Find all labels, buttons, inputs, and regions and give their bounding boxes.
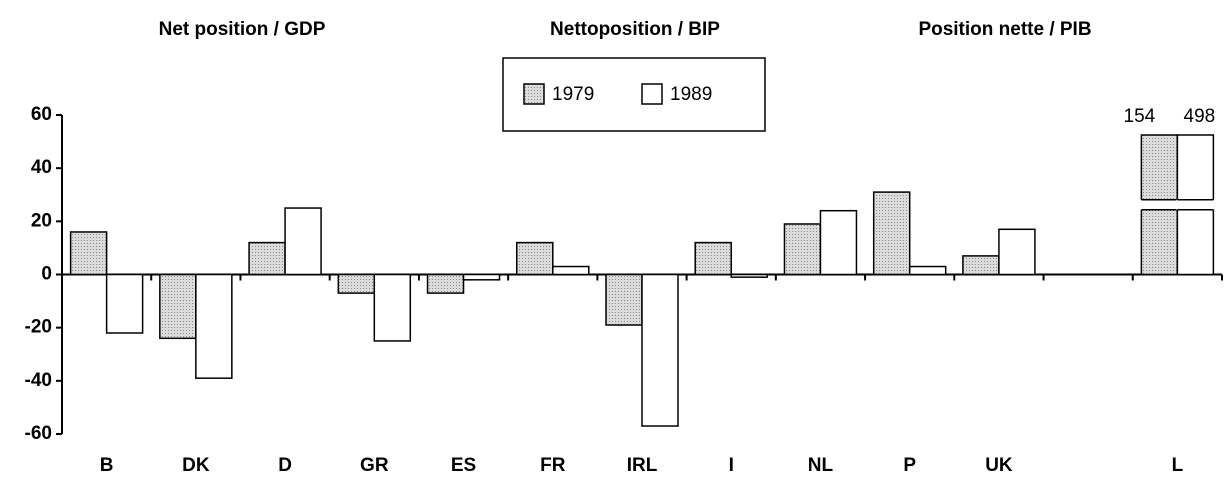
bar bbox=[694, 241, 732, 276]
bar bbox=[552, 265, 590, 276]
bar bbox=[426, 273, 465, 294]
bar bbox=[248, 241, 286, 276]
legend-swatch bbox=[523, 83, 545, 105]
bar bbox=[730, 273, 768, 278]
y-tick-label: 40 bbox=[31, 157, 52, 178]
bar bbox=[998, 228, 1036, 276]
x-tick-label: D bbox=[278, 455, 292, 476]
bar bbox=[69, 231, 108, 276]
y-tick-label: 0 bbox=[41, 264, 52, 285]
bar bbox=[516, 241, 554, 276]
x-tick-label: ES bbox=[451, 455, 476, 476]
bar bbox=[819, 209, 858, 276]
x-tick-label: B bbox=[100, 455, 114, 476]
legend-swatch bbox=[641, 83, 663, 105]
x-tick-label: GR bbox=[360, 455, 389, 476]
bar bbox=[641, 273, 679, 427]
y-tick-label: -20 bbox=[25, 317, 52, 338]
bar bbox=[195, 273, 233, 379]
data-label: 498 bbox=[1184, 106, 1216, 127]
bar bbox=[962, 255, 1000, 276]
bar bbox=[105, 273, 144, 334]
chart-title: Nettoposition / BIP bbox=[550, 19, 720, 40]
bar bbox=[337, 273, 376, 294]
legend-label: 1989 bbox=[670, 84, 712, 105]
bar bbox=[605, 273, 643, 326]
x-tick-label: I bbox=[729, 455, 734, 476]
bar bbox=[284, 207, 322, 276]
chart-title: Net position / GDP bbox=[159, 19, 326, 40]
chart-title: Position nette / PIB bbox=[918, 19, 1091, 40]
x-tick-label: IRL bbox=[627, 455, 658, 476]
y-tick-label: 60 bbox=[31, 104, 52, 125]
x-tick-label: L bbox=[1172, 455, 1184, 476]
bar bbox=[373, 273, 412, 342]
x-tick-label: P bbox=[903, 455, 916, 476]
data-label: 154 bbox=[1124, 106, 1156, 127]
x-tick-label: NL bbox=[808, 455, 834, 476]
bar-break bbox=[1176, 199, 1215, 210]
x-tick-label: UK bbox=[985, 455, 1013, 476]
legend-box bbox=[502, 57, 766, 132]
y-tick-label: -60 bbox=[25, 423, 52, 444]
bar bbox=[908, 265, 947, 276]
bar bbox=[462, 273, 501, 281]
y-tick-label: 20 bbox=[31, 210, 52, 231]
legend-label: 1979 bbox=[552, 84, 594, 105]
x-tick-label: DK bbox=[182, 455, 210, 476]
bar-break bbox=[1140, 199, 1179, 210]
bar bbox=[783, 223, 822, 276]
bar bbox=[159, 273, 197, 340]
y-tick-label: -40 bbox=[25, 370, 52, 391]
bar bbox=[872, 191, 911, 276]
x-tick-label: FR bbox=[540, 455, 566, 476]
